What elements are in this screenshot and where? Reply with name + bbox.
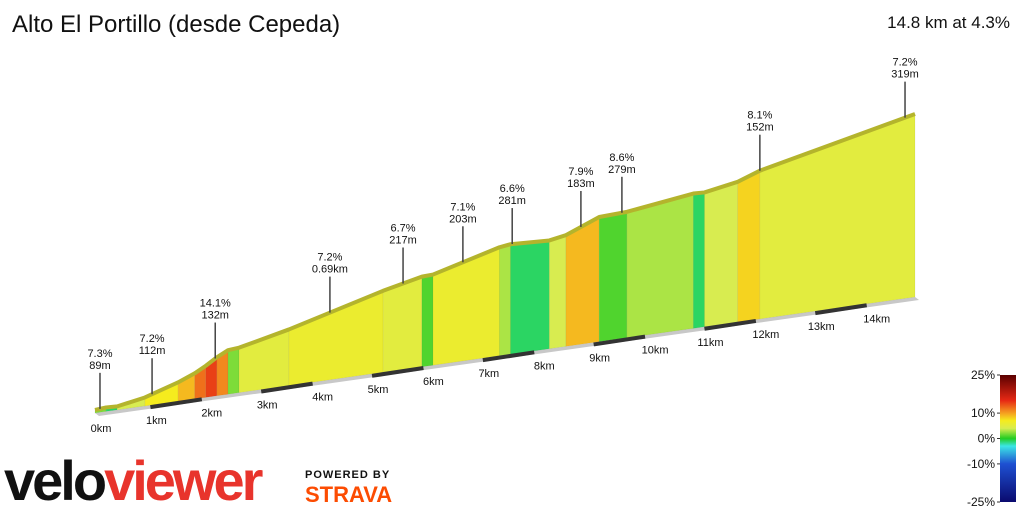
annotation-gradient: 7.2% (140, 333, 165, 345)
km-bar (814, 303, 867, 316)
x-tick-label: 5km (368, 384, 389, 396)
annotation-length: 279m (608, 164, 636, 176)
logo-viewer: viewer (104, 449, 263, 512)
km-bar (150, 397, 203, 410)
legend-bar (1000, 375, 1016, 502)
x-tick-label: 2km (201, 407, 222, 419)
chart-subtitle: 14.8 km at 4.3% (887, 13, 1010, 32)
gradient-segment (499, 243, 511, 357)
km-bar (260, 381, 313, 394)
x-tick-label: 9km (589, 352, 610, 364)
legend-tick-label: 0% (978, 432, 996, 446)
annotation-gradient: 14.1% (200, 298, 231, 310)
logo-velo: velo (4, 449, 106, 512)
annotation-gradient: 7.1% (450, 201, 475, 213)
x-tick-label: 13km (808, 321, 835, 333)
logo: veloviewer (4, 449, 263, 512)
gradient-segment (549, 234, 567, 350)
annotation-gradient: 6.7% (391, 222, 416, 234)
annotation-length: 217m (389, 234, 417, 246)
x-tick-label: 0km (91, 423, 112, 435)
legend-tick-label: -25% (967, 495, 995, 509)
annotation-length: 203m (449, 213, 477, 225)
gradient-segment (759, 113, 916, 320)
x-tick-label: 1km (146, 415, 167, 427)
annotation-gradient: 8.1% (747, 110, 772, 122)
km-bar (704, 318, 757, 331)
x-tick-label: 11km (697, 337, 723, 349)
annotation-length: 112m (139, 345, 166, 357)
x-tick-label: 7km (478, 368, 499, 380)
annotation-length: 0.69km (312, 264, 348, 276)
x-tick-label: 8km (534, 360, 555, 372)
gradient-segment (288, 290, 384, 386)
gradient-segment (598, 211, 628, 343)
x-tick-label: 3km (257, 399, 278, 411)
x-tick-label: 14km (863, 313, 890, 325)
annotation-length: 319m (891, 69, 919, 81)
gradient-segment (626, 193, 694, 339)
annotation-length: 281m (498, 195, 526, 207)
annotation-length: 89m (89, 360, 110, 372)
km-bar (593, 334, 646, 347)
gradient-segment (704, 181, 739, 328)
legend-tick-label: -10% (967, 457, 995, 471)
annotation-gradient: 8.6% (609, 152, 634, 164)
annotation-length: 132m (201, 310, 229, 322)
km-bar (482, 350, 535, 363)
gradient-segment (227, 347, 240, 395)
chart-title: Alto El Portillo (desde Cepeda) (12, 11, 340, 38)
gradient-segment (421, 274, 434, 368)
x-tick-label: 6km (423, 376, 444, 388)
annotation-length: 152m (746, 122, 774, 134)
powered-by: POWERED BY (305, 469, 390, 481)
legend-tick-label: 10% (971, 406, 995, 420)
annotation-length: 183m (567, 178, 595, 190)
gradient-segment (565, 216, 600, 347)
profile-edge (94, 112, 916, 412)
x-tick-label: 4km (312, 392, 333, 404)
gradient-segment (693, 192, 705, 329)
annotation-gradient: 7.2% (317, 252, 342, 264)
x-tick-label: 12km (752, 329, 779, 341)
legend-tick-label: 25% (971, 368, 995, 382)
gradient-segment (382, 276, 423, 373)
annotation-gradient: 7.9% (568, 166, 593, 178)
x-tick-label: 10km (642, 345, 669, 357)
annotation-gradient: 6.6% (500, 183, 525, 195)
annotation-gradient: 7.2% (892, 57, 917, 69)
annotation-gradient: 7.3% (87, 348, 112, 360)
gradient-segment (510, 240, 550, 355)
gradient-segment (737, 170, 761, 323)
km-bar (371, 365, 424, 378)
gradient-segment (432, 246, 500, 366)
strava-logo: STRAVA (305, 482, 392, 507)
